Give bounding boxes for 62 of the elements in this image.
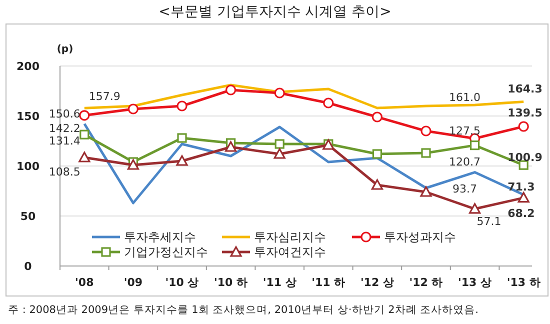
data-label: 139.5 — [508, 106, 542, 120]
point — [274, 139, 284, 149]
legend-label: 투자심리지수 — [254, 230, 326, 244]
chart-title: <부문별 기업투자지수 시계열 추이> — [158, 4, 392, 20]
legend-label: 투자추세지수 — [124, 230, 196, 244]
point — [78, 152, 90, 162]
point — [371, 179, 383, 190]
data-label: 164.3 — [508, 82, 542, 96]
data-label: 127.5 — [449, 124, 481, 138]
point — [225, 141, 237, 152]
y-tick-label: 0 — [24, 260, 32, 273]
point — [176, 155, 188, 166]
data-label: 157.9 — [88, 90, 120, 104]
y-tick-label: 50 — [20, 210, 36, 223]
point — [469, 203, 481, 214]
data-label: 71.3 — [508, 180, 535, 194]
point — [128, 104, 138, 114]
y-tick-label: 200 — [16, 60, 40, 73]
x-tick-label: '12 하 — [409, 276, 443, 289]
x-tick-label: '11 상 — [262, 276, 296, 289]
data-label: 131.4 — [48, 134, 80, 148]
x-tick-label: '13 상 — [458, 276, 492, 289]
point — [226, 84, 236, 96]
point — [127, 159, 139, 170]
point — [420, 186, 432, 197]
point — [372, 112, 382, 122]
legend-label: 투자성과지수 — [384, 230, 456, 244]
data-label: 100.9 — [508, 151, 542, 164]
x-tick-label: '13 하 — [506, 276, 540, 289]
x-tick-label: '08 — [75, 276, 94, 289]
data-label: 57.1 — [476, 214, 502, 228]
data-label: 68.2 — [508, 206, 535, 220]
legend-label: 투자여건지수 — [254, 245, 326, 259]
point — [176, 100, 188, 112]
y-tick-label: 150 — [16, 110, 40, 123]
point — [518, 192, 530, 203]
y-axis-title: (p) — [56, 44, 74, 55]
data-label: 150.6 — [48, 107, 80, 120]
point — [470, 140, 480, 150]
legend-label: 기업가정신지수 — [124, 245, 208, 259]
x-tick-label: '11 하 — [312, 276, 346, 289]
point — [80, 130, 90, 140]
data-label: 120.7 — [449, 155, 481, 168]
x-tick-label: '09 — [124, 276, 143, 289]
data-label: 108.5 — [48, 166, 80, 178]
data-label: 142.2 — [48, 122, 80, 135]
text: 주 : 2008년과 2009년은 투자지수를 1회 조사했으며, 2010년부터 상·하반기 2차례 조사하였음. — [8, 304, 478, 316]
point — [274, 148, 286, 159]
data-label: 93.7 — [452, 182, 478, 196]
point — [421, 148, 431, 158]
point — [323, 98, 334, 108]
x-tick-label: '10 상 — [165, 276, 199, 289]
point — [372, 149, 382, 159]
point — [79, 110, 90, 121]
point — [274, 88, 285, 98]
point — [177, 133, 187, 143]
point — [518, 121, 529, 132]
data-label: 161.0 — [449, 91, 481, 104]
point — [420, 126, 432, 136]
x-tick-label: '12 상 — [360, 276, 394, 289]
x-tick-label: '10 하 — [214, 276, 248, 289]
y-tick-label: 100 — [16, 160, 40, 173]
